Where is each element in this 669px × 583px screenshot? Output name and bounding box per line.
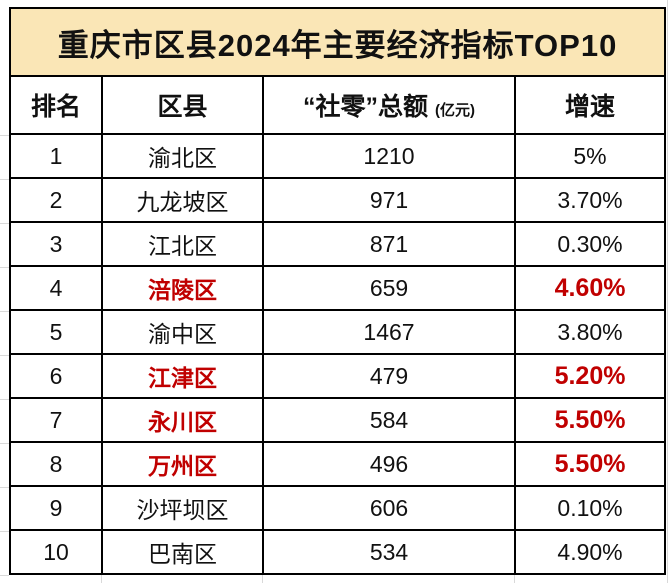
district-cell: 万州区 <box>101 441 264 487</box>
district-cell: 渝北区 <box>101 133 264 179</box>
district-cell: 江津区 <box>101 353 264 399</box>
header-district: 区县 <box>101 75 264 135</box>
rank-cell: 5 <box>9 309 103 355</box>
excel-gridline-stub-bottom <box>262 575 263 583</box>
excel-gridline-stub-bottom <box>514 575 515 583</box>
rank-cell: 7 <box>9 397 103 443</box>
header-growth: 增速 <box>513 75 667 135</box>
rank-cell: 1 <box>9 133 103 179</box>
rank-cell: 6 <box>9 353 103 399</box>
retail-cell: 496 <box>262 441 516 487</box>
table-row: 5 渝中区 1467 3.80% <box>9 309 667 355</box>
retail-cell: 971 <box>262 177 516 223</box>
table-row: 8 万州区 496 5.50% <box>9 441 667 487</box>
table-row: 3 江北区 871 0.30% <box>9 221 667 267</box>
district-cell: 涪陵区 <box>101 265 264 311</box>
growth-cell: 3.80% <box>513 309 667 355</box>
table-row: 7 永川区 584 5.50% <box>9 397 667 443</box>
retail-cell: 1467 <box>262 309 516 355</box>
excel-gridline-stubs-left <box>0 135 9 576</box>
rank-cell: 10 <box>9 529 103 575</box>
growth-cell: 3.70% <box>513 177 667 223</box>
table-row: 6 江津区 479 5.20% <box>9 353 667 399</box>
table-row: 10 巴南区 534 4.90% <box>9 529 667 575</box>
growth-cell: 0.30% <box>513 221 667 267</box>
title-row: 重庆市区县2024年主要经济指标TOP10 <box>8 7 667 77</box>
header-rank: 排名 <box>9 75 103 135</box>
district-cell: 渝中区 <box>101 309 264 355</box>
growth-cell: 5.20% <box>513 353 667 399</box>
header-row: 排名 区县 “社零”总额 (亿元) 增速 <box>9 75 667 135</box>
retail-cell: 534 <box>262 529 516 575</box>
growth-cell: 5.50% <box>513 397 667 443</box>
retail-cell: 606 <box>262 485 516 531</box>
rank-cell: 2 <box>9 177 103 223</box>
rank-cell: 8 <box>9 441 103 487</box>
retail-cell: 1210 <box>262 133 516 179</box>
growth-cell: 5% <box>513 133 667 179</box>
district-cell: 九龙坡区 <box>101 177 264 223</box>
rank-cell: 4 <box>9 265 103 311</box>
growth-cell: 5.50% <box>513 441 667 487</box>
growth-cell: 0.10% <box>513 485 667 531</box>
retail-cell: 584 <box>262 397 516 443</box>
page-title: 重庆市区县2024年主要经济指标TOP10 <box>8 7 667 77</box>
rank-cell: 3 <box>9 221 103 267</box>
excel-gridline-stub-bottom <box>101 575 102 583</box>
table-row: 1 渝北区 1210 5% <box>9 133 667 179</box>
economic-indicators-table: 重庆市区县2024年主要经济指标TOP10 排名 区县 “社零”总额 (亿元) … <box>8 7 667 575</box>
header-retail: “社零”总额 (亿元) <box>262 75 516 135</box>
rank-cell: 9 <box>9 485 103 531</box>
header-retail-unit: (亿元) <box>434 102 475 119</box>
growth-cell: 4.90% <box>513 529 667 575</box>
retail-cell: 871 <box>262 221 516 267</box>
table-row: 2 九龙坡区 971 3.70% <box>9 177 667 223</box>
header-retail-label: “社零”总额 <box>303 93 429 121</box>
retail-cell: 479 <box>262 353 516 399</box>
district-cell: 巴南区 <box>101 529 264 575</box>
district-cell: 江北区 <box>101 221 264 267</box>
district-cell: 永川区 <box>101 397 264 443</box>
excel-gridline-right <box>667 0 668 583</box>
table-row: 9 沙坪坝区 606 0.10% <box>9 485 667 531</box>
growth-cell: 4.60% <box>513 265 667 311</box>
retail-cell: 659 <box>262 265 516 311</box>
district-cell: 沙坪坝区 <box>101 485 264 531</box>
table-row: 4 涪陵区 659 4.60% <box>9 265 667 311</box>
